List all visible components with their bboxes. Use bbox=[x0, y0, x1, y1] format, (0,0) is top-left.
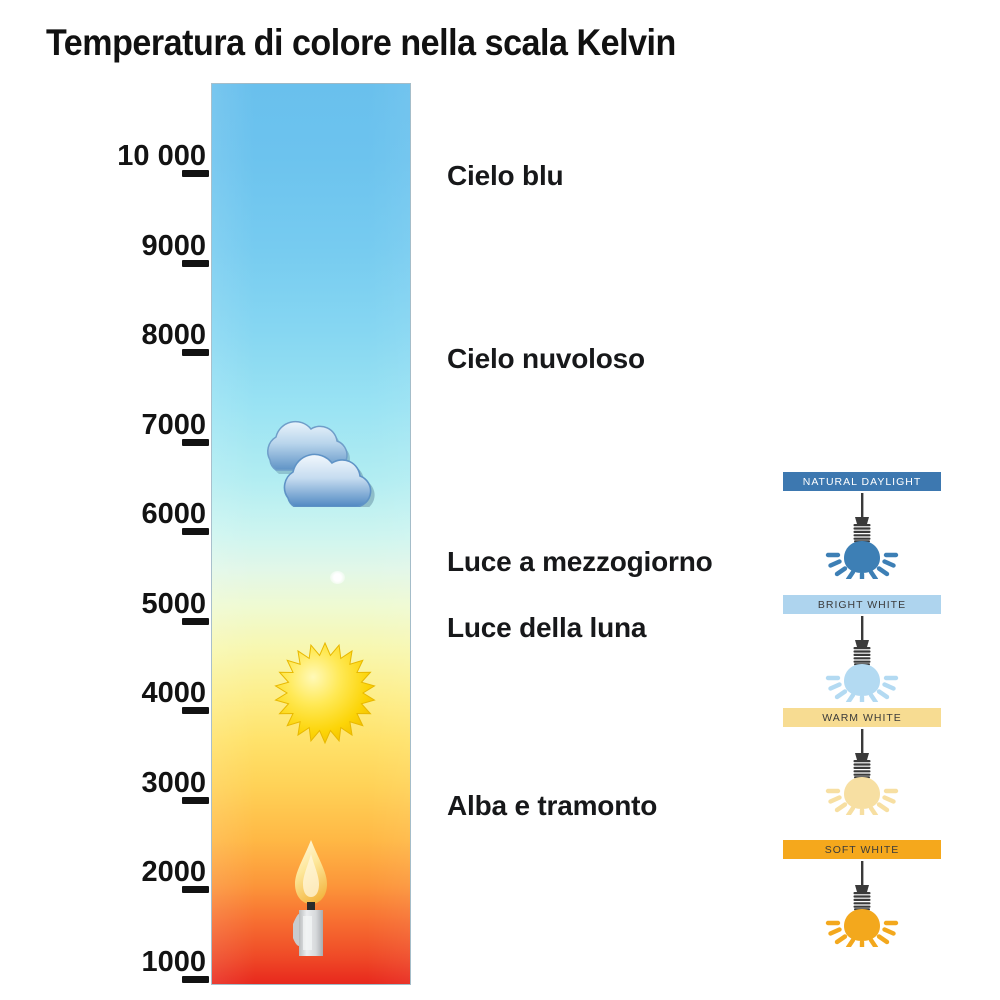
light-bulb-icon bbox=[825, 861, 899, 947]
bulb-illustration bbox=[783, 614, 941, 702]
bulb-card[interactable]: BRIGHT WHITE bbox=[783, 595, 941, 702]
bulb-card[interactable]: WARM WHITE bbox=[783, 708, 941, 815]
axis-tick-label: 3000 bbox=[141, 766, 206, 799]
axis-tick-mark bbox=[182, 170, 209, 177]
bulb-illustration bbox=[783, 727, 941, 815]
axis-tick-label: 10 000 bbox=[117, 140, 206, 172]
description-label: Cielo nuvoloso bbox=[447, 343, 645, 374]
sun-icon bbox=[274, 641, 376, 745]
moon-dot-icon bbox=[330, 571, 345, 584]
kelvin-gradient-fill bbox=[211, 83, 411, 985]
axis-tick-mark bbox=[182, 259, 209, 267]
bulb-illustration bbox=[783, 491, 941, 579]
candle-icon bbox=[293, 840, 327, 956]
bulb-card-label: BRIGHT WHITE bbox=[783, 595, 941, 614]
bulb-card-label: SOFT WHITE bbox=[783, 840, 941, 859]
axis-tick-label: 4000 bbox=[141, 677, 206, 709]
light-bulb-icon bbox=[825, 729, 899, 815]
light-bulb-icon bbox=[825, 616, 899, 702]
page-title: Temperatura di colore nella scala Kelvin bbox=[46, 22, 676, 63]
axis-tick-label: 7000 bbox=[141, 408, 206, 441]
description-label: Luce della luna bbox=[447, 612, 647, 643]
axis-tick-mark bbox=[182, 796, 209, 804]
bulb-card[interactable]: NATURAL DAYLIGHT bbox=[783, 472, 941, 579]
axis-tick-label: 5000 bbox=[141, 587, 206, 620]
axis-tick-mark bbox=[182, 975, 209, 983]
axis-tick-label: 9000 bbox=[141, 229, 206, 262]
axis-tick-mark bbox=[182, 349, 209, 356]
light-bulb-icon bbox=[825, 493, 899, 579]
bulb-card[interactable]: SOFT WHITE bbox=[783, 840, 941, 947]
axis-tick-mark bbox=[182, 438, 209, 446]
axis-tick-mark bbox=[182, 886, 209, 893]
axis-tick-mark bbox=[182, 528, 209, 535]
description-label: Cielo blu bbox=[447, 160, 564, 191]
bulb-card-label: NATURAL DAYLIGHT bbox=[783, 472, 941, 491]
clouds-icon bbox=[267, 420, 375, 507]
axis-tick-mark bbox=[182, 707, 209, 714]
axis-tick-label: 2000 bbox=[141, 856, 206, 888]
axis-tick-label: 1000 bbox=[141, 945, 206, 978]
axis-tick-mark bbox=[182, 617, 209, 625]
bulb-illustration bbox=[783, 859, 941, 947]
bulb-card-label: WARM WHITE bbox=[783, 708, 941, 727]
description-label: Luce a mezzogiorno bbox=[447, 546, 713, 577]
axis-tick-label: 8000 bbox=[141, 319, 206, 351]
axis-tick-label: 6000 bbox=[141, 498, 206, 530]
description-label: Alba e tramonto bbox=[447, 790, 658, 821]
